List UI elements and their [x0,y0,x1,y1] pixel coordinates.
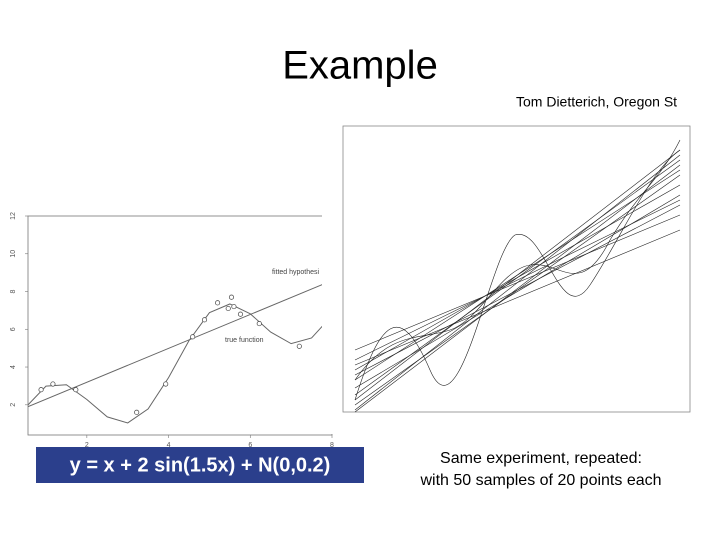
data-point [73,387,79,393]
y-tick-label: 10 [10,250,17,258]
fit-line [354,229,681,366]
right-plot-frame [342,125,691,413]
data-point [201,317,208,323]
formula-box [36,447,364,483]
y-tick-label: 6 [10,327,17,331]
data-point [225,305,231,312]
y-tick-label: 8 [10,289,17,293]
x-tick-label: 4 [167,442,171,449]
series-label: fitted hypothesi [272,269,320,276]
formula: y = x + 2 sin(1.5x) + N(0,0.2) [70,454,331,476]
fit-line [354,194,681,389]
fit-line [354,214,681,351]
data-point [163,381,169,387]
caption-line: Same experiment, repeated: [440,450,642,467]
data-point [228,294,235,300]
fit-line [354,199,681,361]
series-label: true function [225,337,264,344]
fit-curve [354,149,681,401]
attribution: Tom Dietterich, Oregon St [516,94,677,110]
fit-line [354,149,681,401]
data-point [231,304,237,310]
right-plot [322,118,692,434]
y-tick-label: 12 [10,212,17,220]
fit-line [354,164,681,413]
data-point [38,387,44,393]
data-point [134,409,140,415]
y-tick-label: 4 [10,365,17,369]
y-tick-label: 2 [10,403,17,407]
resampled-fits [354,139,681,413]
fit-curve [354,139,681,381]
series-line [28,303,325,424]
slide-title: Example [282,44,438,88]
data-point [296,343,302,349]
data-point [50,381,56,387]
data-point [190,334,196,340]
caption-line: with 50 samples of 20 points each [419,472,661,489]
x-tick-label: 6 [248,442,252,449]
left-plot: 2 4 6 8 10 12 2 4 6 8 true function fitted hypothes… [10,212,334,449]
x-tick-label: 8 [330,442,334,449]
data-point [256,321,262,327]
data-point [237,311,244,317]
series-line [28,283,325,408]
plot-frame [27,215,333,436]
right-plot-background [322,118,692,434]
x-tick-label: 2 [85,442,89,449]
fit-line [354,204,681,376]
data-point [215,300,221,306]
